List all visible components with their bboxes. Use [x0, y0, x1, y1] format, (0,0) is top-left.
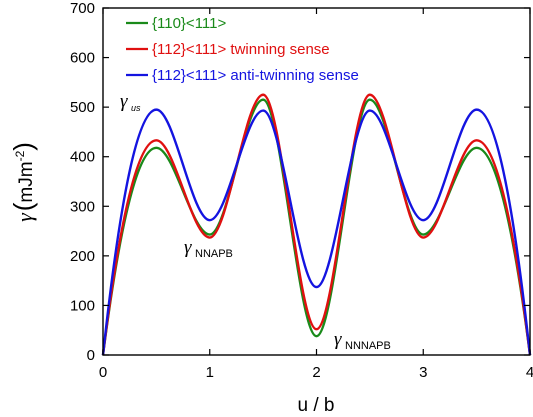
tick-layer: 0 1 2 3 4 0 100 200 300 400 500 600 700 — [70, 0, 533, 381]
y-tick-label-0: 0 — [87, 347, 95, 364]
series-line-1 — [101, 93, 532, 356]
y-tick-label-6: 600 — [70, 50, 95, 67]
y-axis-title-text: γ(mJm-2) — [8, 142, 38, 222]
annotation-gamma-nnnapb-symbol: γ — [334, 329, 342, 350]
y-axis-title-symbol: γ — [12, 212, 37, 222]
annotation-gamma-nnnapb: γ NNNAPB — [334, 329, 391, 352]
y-tick-label-1: 100 — [70, 297, 95, 314]
y-axis-title-close-paren: ) — [8, 142, 38, 151]
annotation-gamma-nnapb-symbol: γ — [184, 237, 192, 258]
series-line-0 — [101, 98, 532, 356]
y-axis-title-open-paren: ( — [8, 202, 38, 211]
annotation-gamma-us-subscript: us — [131, 103, 141, 113]
x-tick-label-2: 2 — [312, 364, 320, 381]
plot-frame — [102, 7, 531, 356]
annotation-gamma-nnapb-subscript: NNAPB — [195, 248, 233, 260]
y-tick-label-3: 300 — [70, 198, 95, 215]
legend: {110}<111> {112}<111> twinning sense {11… — [126, 15, 359, 84]
annotation-gamma-nnnapb-subscript: NNNAPB — [345, 340, 391, 352]
annotation-gamma-us-symbol: γ — [120, 91, 128, 112]
y-axis-title-unit: mJm — [16, 161, 37, 202]
x-tick-label-1: 1 — [206, 364, 214, 381]
y-axis-title: γ(mJm-2) — [8, 142, 38, 222]
annotation-gamma-us: γ us — [120, 91, 141, 113]
y-tick-label-7: 700 — [70, 0, 95, 17]
legend-label-110: {110}<111> — [152, 15, 226, 32]
annotation-gamma-nnapb: γ NNAPB — [184, 237, 233, 260]
x-tick-label-4: 4 — [526, 364, 533, 381]
legend-label-112-twinning: {112}<111> twinning sense — [152, 41, 330, 58]
y-tick-label-5: 500 — [70, 99, 95, 116]
series-layer — [101, 93, 532, 356]
y-tick-label-2: 200 — [70, 248, 95, 265]
y-axis-title-unit-exponent: -2 — [13, 150, 27, 161]
x-axis-title: u / b — [298, 395, 335, 416]
y-tick-label-4: 400 — [70, 149, 95, 166]
x-tick-label-0: 0 — [99, 364, 107, 381]
series-line-2 — [101, 108, 532, 356]
x-tick-label-3: 3 — [419, 364, 427, 381]
legend-label-112-anti-twinning: {112}<111> anti-twinning sense — [152, 67, 359, 84]
